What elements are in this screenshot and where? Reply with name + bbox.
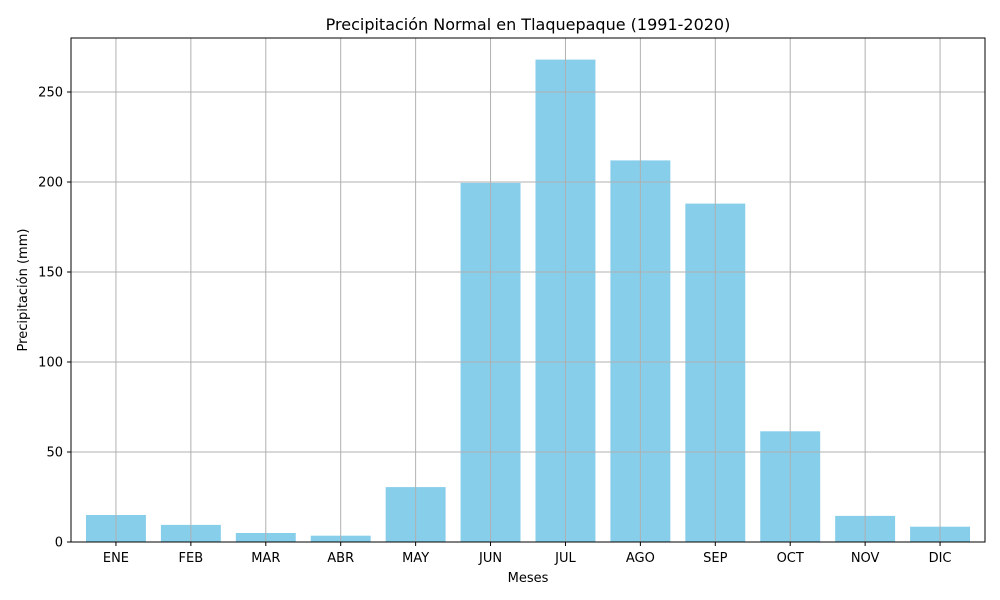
x-tick-label: NOV <box>851 551 880 566</box>
y-tick-label: 150 <box>38 266 63 281</box>
grid-layer <box>71 38 985 543</box>
x-tick-label: ABR <box>327 551 354 566</box>
x-tick-label: OCT <box>777 551 804 566</box>
x-tick-label: AGO <box>626 551 655 566</box>
plot-frame <box>70 37 986 543</box>
x-tick-label: MAY <box>402 551 429 566</box>
x-tick-label: JUN <box>478 551 502 566</box>
x-tick-label: FEB <box>179 551 204 566</box>
y-axis-label: Precipitación (mm) <box>16 229 31 352</box>
x-tick-label: SEP <box>703 551 727 566</box>
y-tick-label: 250 <box>38 86 63 101</box>
y-tick-label: 50 <box>46 446 63 461</box>
chart-title: Precipitación Normal en Tlaquepaque (199… <box>326 15 731 34</box>
x-tick-label: DIC <box>929 551 952 566</box>
x-tick-label: MAR <box>251 551 280 566</box>
y-tick-label: 0 <box>55 536 63 551</box>
x-tick-label: JUL <box>554 551 576 566</box>
x-axis-label: Meses <box>508 571 549 586</box>
y-tick-label: 200 <box>38 176 63 191</box>
y-axis: 0 50 100 150 200 250 <box>38 86 71 551</box>
y-tick-label: 100 <box>38 356 63 371</box>
x-axis: ENE FEB MAR ABR MAY JUN JUL AGO SEP OCT NOV DIC <box>103 542 952 566</box>
bars-layer <box>85 59 971 542</box>
x-tick-label: ENE <box>103 551 129 566</box>
